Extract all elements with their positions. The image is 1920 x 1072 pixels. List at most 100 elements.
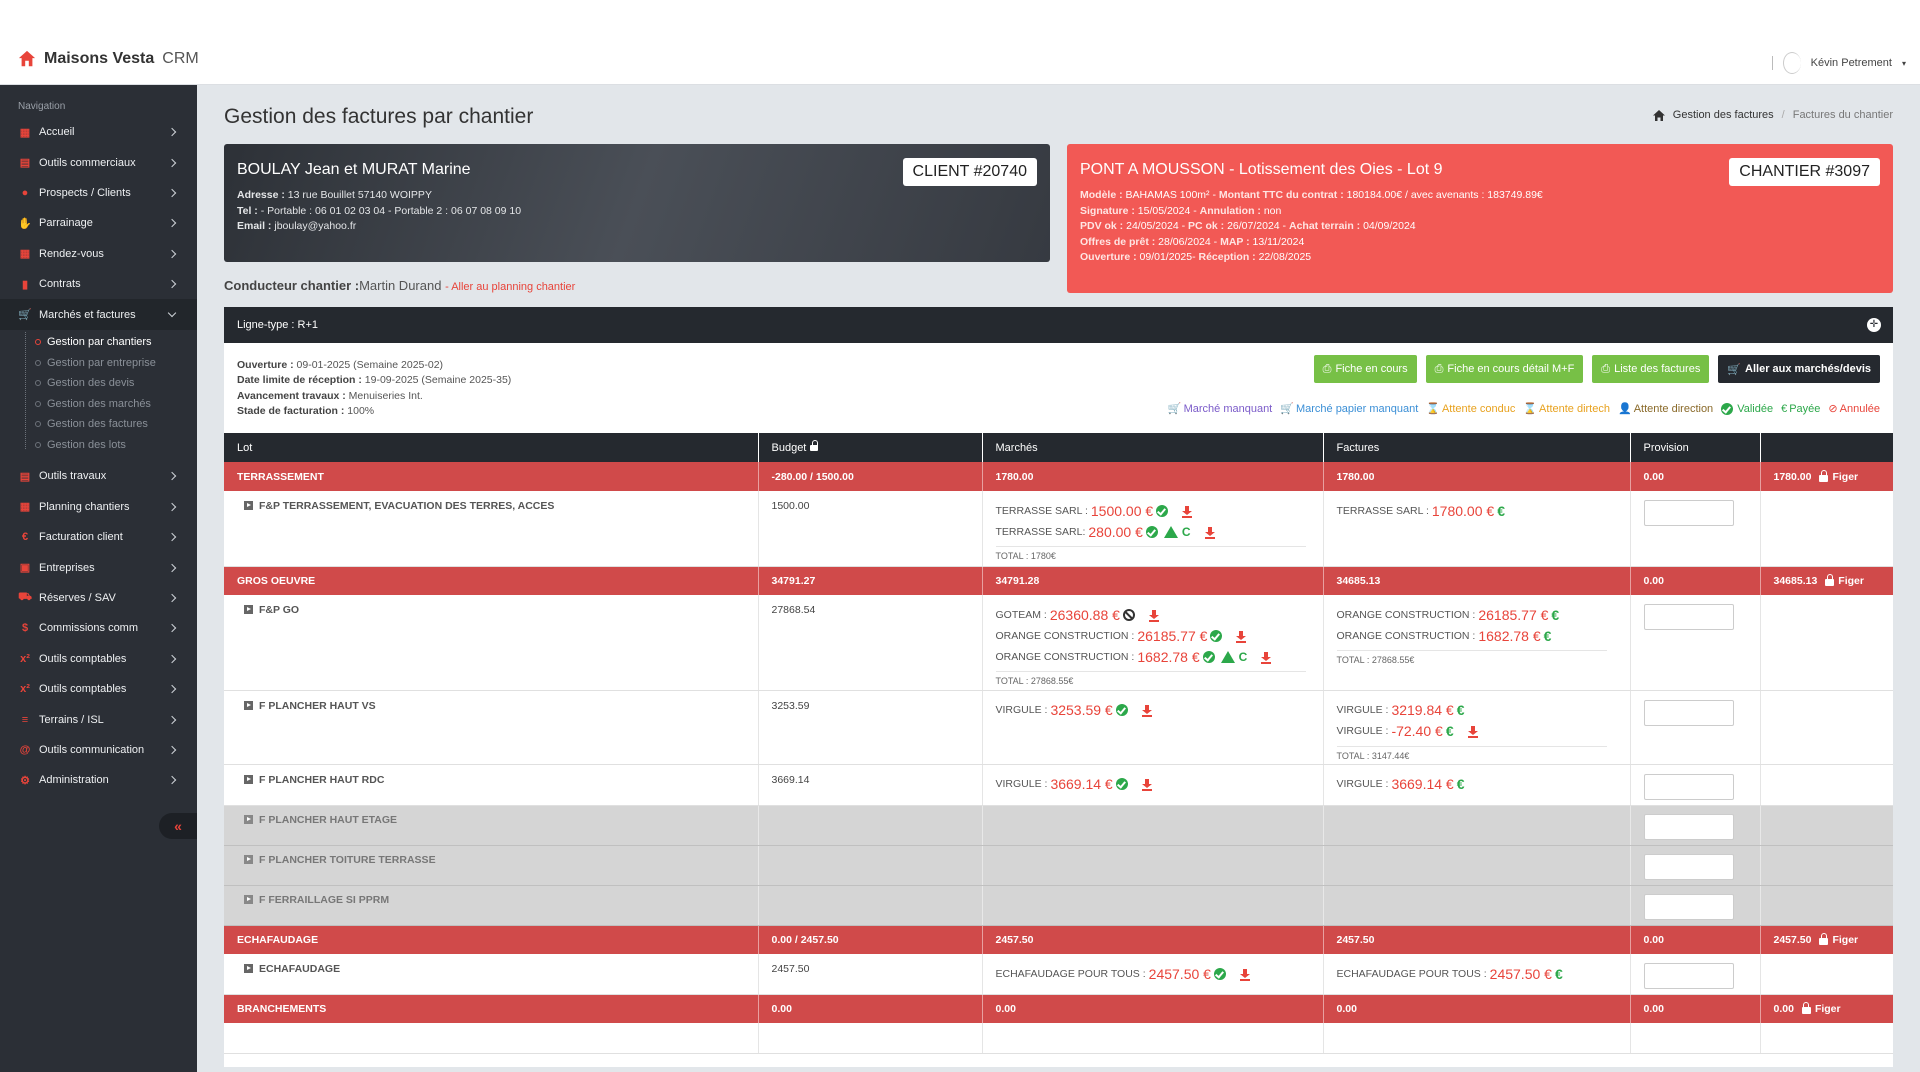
facture-entry: VIRGULE :3219.84 € € (1336, 702, 1465, 718)
sidebar-item-parrainage[interactable]: ✋ Parrainage (0, 208, 197, 238)
euro-icon: € (1551, 606, 1560, 623)
provision-input[interactable] (1643, 773, 1734, 800)
col-provision[interactable]: Provision (1630, 433, 1761, 462)
submenu-item-gestion-lots[interactable]: Gestion des lots (0, 435, 197, 456)
planning-link[interactable]: - Aller au planning chantier (445, 281, 576, 293)
expand-icon[interactable] (244, 964, 253, 973)
figer-button[interactable]: 0.00 Figer (1773, 1001, 1841, 1015)
home-icon[interactable] (1652, 109, 1665, 121)
expand-icon[interactable] (244, 700, 253, 710)
col-lot[interactable]: Lot (224, 433, 759, 462)
sidebar-item-accueil[interactable]: ▦ Accueil (0, 117, 197, 147)
user-menu[interactable]: Kévin Petrement ▾ (1771, 52, 1906, 74)
provision-input[interactable] (1643, 853, 1734, 880)
download-icon[interactable] (1236, 630, 1247, 643)
submenu-label: Gestion des factures (47, 418, 148, 431)
download-icon[interactable] (1141, 779, 1152, 791)
sidebar-item-prospects[interactable]: ● Prospects / Clients (0, 178, 197, 208)
download-icon[interactable] (1204, 526, 1215, 539)
marches-devis-button[interactable]: 🛒 Aller aux marchés/devis (1718, 355, 1880, 383)
check-circle-icon (1115, 778, 1128, 790)
conducteur-name: Martin Durand (359, 278, 442, 293)
chantier-line-pdv: PDV ok : 24/05/2024 - PC ok : 26/07/2024… (1080, 220, 1416, 232)
fiche-en-cours-button[interactable]: ⎙ Fiche en cours (1313, 355, 1417, 383)
sidebar-item-outils-commerciaux[interactable]: ▤ Outils commerciaux (0, 147, 197, 177)
col-factures[interactable]: Factures (1323, 433, 1631, 462)
sidebar-item-outils-travaux[interactable]: ▤ Outils travaux (0, 461, 197, 491)
sidebar-item-contrats[interactable]: ▮ Contrats (0, 269, 197, 299)
provision-input[interactable] (1643, 813, 1734, 840)
sidebar-collapse-button[interactable]: « (159, 813, 197, 839)
provision-input[interactable] (1643, 699, 1734, 726)
figer-button[interactable]: 1780.00 Figer (1773, 469, 1859, 483)
fiche-detail-button[interactable]: ⎙ Fiche en cours détail M+F (1425, 355, 1584, 383)
calculator-icon: ▤ (19, 157, 31, 170)
user-name[interactable]: Kévin Petrement (1810, 57, 1892, 69)
marche-entry: ORANGE CONSTRUCTION :1682.78 € C (996, 646, 1310, 667)
submenu-item-gestion-devis[interactable]: Gestion des devis (0, 373, 197, 394)
download-icon[interactable] (1182, 505, 1193, 518)
breadcrumb-link[interactable]: Gestion des factures (1672, 109, 1774, 121)
figer-button[interactable]: 2457.50 Figer (1773, 932, 1859, 946)
sidebar-item-entreprises[interactable]: ▣ Entreprises (0, 552, 197, 582)
download-icon[interactable] (1239, 968, 1250, 981)
submenu-label: Gestion des devis (47, 377, 135, 390)
expand-icon[interactable] (244, 501, 253, 510)
expand-icon[interactable] (244, 854, 253, 864)
chevron-right-icon (167, 593, 177, 603)
sidebar-item-planning[interactable]: ▦ Planning chantiers (0, 492, 197, 522)
globe-icon[interactable]: ✛ (1867, 318, 1881, 332)
sidebar-item-administration[interactable]: ⚙ Administration (0, 765, 197, 795)
sidebar-item-outils-comptables[interactable]: x² Outils comptables (0, 644, 197, 674)
facture-total: TOTAL : 3147.44€ (1336, 745, 1607, 761)
sidebar-item-rendez-vous[interactable]: ▦ Rendez-vous (0, 239, 197, 269)
print-icon: ⎙ (1601, 362, 1611, 375)
chevron-right-icon (167, 249, 177, 258)
sidebar-item-label: Outils comptables (39, 652, 127, 665)
submenu-item-gestion-factures[interactable]: Gestion des factures (0, 414, 197, 435)
submenu-item-gestion-chantiers[interactable]: Gestion par chantiers (0, 332, 197, 353)
liste-factures-button[interactable]: ⎙ Liste des factures (1592, 355, 1710, 383)
expand-icon[interactable] (244, 774, 253, 784)
submenu-item-gestion-marches[interactable]: Gestion des marchés (0, 394, 197, 415)
download-icon[interactable] (1141, 705, 1152, 717)
download-icon[interactable] (1467, 726, 1478, 738)
hourglass-icon: ⌛ (1523, 403, 1538, 415)
chevron-down-icon (167, 309, 177, 318)
col-budget[interactable]: Budget (758, 433, 983, 462)
chantier-badge: CHANTIER #3097 (1729, 158, 1880, 186)
sidebar-item-label: Contrats (39, 278, 81, 291)
caret-down-icon[interactable]: ▾ (1901, 58, 1906, 68)
expand-icon[interactable] (244, 605, 253, 614)
sidebar-item-marches-factures[interactable]: 🛒 Marchés et factures (0, 299, 197, 330)
avatar[interactable] (1782, 52, 1801, 74)
expand-icon[interactable] (244, 894, 253, 904)
sidebar-item-communication[interactable]: @ Outils communication (0, 735, 197, 765)
expand-icon[interactable] (244, 814, 253, 824)
download-icon[interactable] (1148, 609, 1159, 622)
provision-input[interactable] (1643, 500, 1734, 526)
sidebar-item-reserves[interactable]: ⛟ Réserves / SAV (0, 583, 197, 613)
submenu-item-gestion-entreprise[interactable]: Gestion par entreprise (0, 352, 197, 373)
chevron-right-icon (167, 158, 177, 167)
download-icon[interactable] (1261, 651, 1272, 664)
provision-input[interactable] (1643, 963, 1734, 989)
warning-icon (1220, 650, 1235, 663)
table-row (224, 1023, 1893, 1054)
provision-input[interactable] (1643, 893, 1734, 920)
chevron-right-icon (167, 684, 177, 694)
sidebar-item-outils-comptables-2[interactable]: x² Outils comptables (0, 674, 197, 704)
provision-input[interactable] (1643, 604, 1734, 630)
col-marches[interactable]: Marchés (982, 433, 1324, 462)
sidebar-item-commissions[interactable]: $ Commissions comm (0, 613, 197, 643)
superscript-icon: x² (20, 652, 30, 665)
client-email[interactable]: Email : jboulay@yahoo.fr (237, 220, 357, 232)
client-badge: CLIENT #20740 (902, 158, 1037, 186)
sidebar-item-facturation[interactable]: € Facturation client (0, 522, 197, 552)
truck-icon: ⛟ (18, 591, 32, 604)
figer-button[interactable]: 34685.13 Figer (1773, 573, 1864, 587)
brand[interactable]: Maisons Vesta CRM (18, 50, 199, 68)
euro-icon: € (1445, 723, 1454, 739)
table-row: F&P GO 27868.54 GOTEAM :26360.88 € ORANG… (224, 595, 1893, 691)
sidebar-item-terrains[interactable]: ≡ Terrains / ISL (0, 704, 197, 734)
